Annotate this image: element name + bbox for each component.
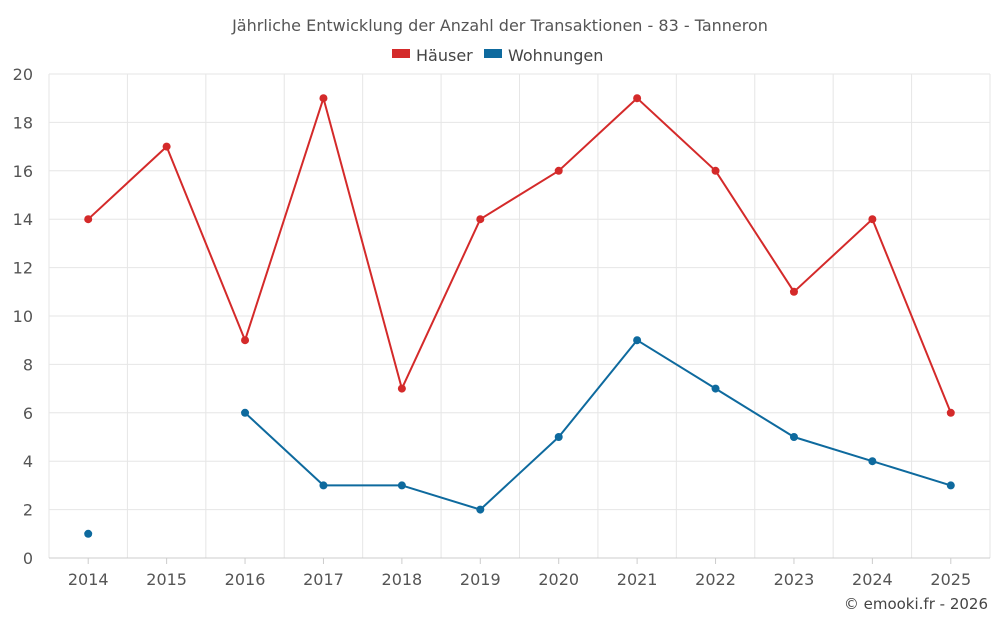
x-tick-label: 2014 (68, 570, 109, 589)
data-point-wohnungen[interactable] (711, 384, 720, 393)
data-point-wohnungen[interactable] (946, 481, 955, 490)
x-tick-label: 2016 (225, 570, 266, 589)
x-tick-label: 2018 (382, 570, 423, 589)
y-axis: 0 2 4 6 8 10 12 14 16 18 20 (13, 65, 33, 568)
data-point-haeuser[interactable] (946, 408, 955, 417)
y-tick-label: 14 (13, 210, 33, 229)
data-point-haeuser[interactable] (789, 287, 798, 296)
legend-swatch-haeuser (392, 49, 410, 58)
x-tick-label: 2019 (460, 570, 501, 589)
x-tick-label: 2022 (695, 570, 736, 589)
legend: Häuser Wohnungen (392, 46, 603, 65)
data-point-haeuser[interactable] (711, 166, 720, 175)
data-point-haeuser[interactable] (319, 94, 328, 103)
y-tick-label: 12 (13, 259, 33, 278)
series-line-wohnungen (244, 339, 952, 511)
data-point-wohnungen[interactable] (554, 433, 563, 441)
y-tick-label: 4 (23, 452, 33, 471)
data-point-haeuser[interactable] (476, 215, 485, 224)
x-tick-label: 2023 (774, 570, 815, 589)
legend-item-wohnungen[interactable]: Wohnungen (484, 46, 603, 65)
series-haeuser (84, 94, 955, 417)
y-tick-label: 8 (23, 355, 33, 374)
data-point-wohnungen[interactable] (397, 481, 406, 490)
series-group (84, 94, 955, 538)
chart-title: Jährliche Entwicklung der Anzahl der Tra… (231, 16, 768, 35)
x-tick-label: 2025 (930, 570, 971, 589)
series-line-haeuser (87, 97, 952, 414)
y-tick-label: 20 (13, 65, 33, 84)
y-tick-label: 18 (13, 113, 33, 132)
data-point-wohnungen[interactable] (789, 433, 798, 441)
data-point-wohnungen[interactable] (241, 408, 250, 417)
data-point-wohnungen[interactable] (476, 505, 485, 514)
data-point-haeuser[interactable] (84, 215, 93, 224)
legend-label-wohnungen: Wohnungen (508, 46, 603, 65)
data-point-haeuser[interactable] (868, 215, 877, 224)
x-tick-label: 2020 (538, 570, 579, 589)
x-tick-label: 2017 (303, 570, 344, 589)
data-point-wohnungen[interactable] (319, 481, 328, 490)
gridlines (48, 73, 991, 559)
y-tick-label: 2 (23, 501, 33, 520)
credit-text: © emooki.fr - 2026 (844, 595, 988, 613)
x-axis: 2014 2015 2016 2017 2018 2019 2020 2021 2022 2023… (49, 557, 990, 589)
data-point-haeuser[interactable] (397, 384, 406, 393)
data-point-haeuser[interactable] (241, 336, 250, 345)
data-point-haeuser[interactable] (633, 94, 642, 103)
y-tick-label: 16 (13, 162, 33, 181)
y-tick-label: 6 (23, 404, 33, 423)
x-tick-label: 2021 (617, 570, 658, 589)
legend-swatch-wohnungen (484, 49, 502, 58)
y-tick-label: 0 (23, 549, 33, 568)
legend-label-haeuser: Häuser (416, 46, 473, 65)
series-wohnungen (84, 336, 955, 538)
data-point-wohnungen[interactable] (868, 457, 877, 466)
data-point-wohnungen[interactable] (633, 336, 642, 345)
legend-item-haeuser[interactable]: Häuser (392, 46, 473, 65)
x-tick-label: 2024 (852, 570, 893, 589)
data-point-wohnungen[interactable] (84, 529, 93, 538)
y-tick-label: 10 (13, 307, 33, 326)
data-point-haeuser[interactable] (162, 142, 171, 151)
x-tick-label: 2015 (146, 570, 187, 589)
data-point-haeuser[interactable] (554, 166, 563, 175)
